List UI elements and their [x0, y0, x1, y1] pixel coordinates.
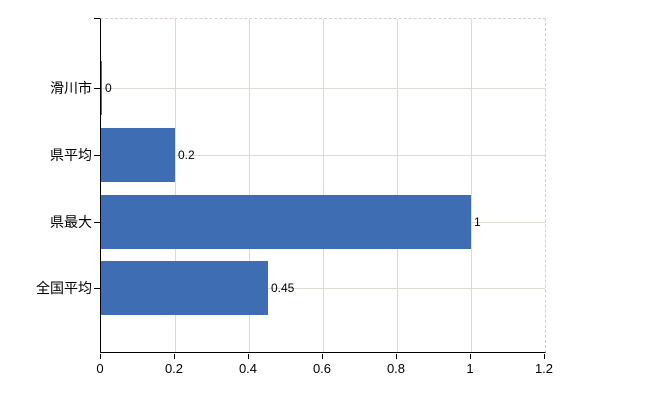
vertical-gridline	[397, 19, 398, 352]
x-axis-tick	[100, 354, 101, 359]
bar	[101, 61, 102, 115]
x-axis-tick-label: 0.8	[386, 361, 406, 376]
bar-value-label: 1	[474, 215, 481, 229]
bar-value-label: 0.2	[178, 148, 195, 162]
x-axis-tick-label: 1.2	[534, 361, 554, 376]
bar-value-label: 0	[105, 81, 112, 95]
horizontal-gridline	[101, 155, 545, 156]
horizontal-gridline	[101, 288, 545, 289]
x-axis-tick-label: 0	[96, 361, 104, 376]
horizontal-gridline	[101, 88, 545, 89]
vertical-gridline	[175, 19, 176, 352]
y-axis-tick	[94, 88, 100, 89]
vertical-gridline	[323, 19, 324, 352]
y-axis-tick	[94, 288, 100, 289]
vertical-gridline	[471, 19, 472, 352]
x-axis-tick	[248, 354, 249, 359]
category-label: 県平均	[50, 147, 92, 163]
bar-value-label: 0.45	[271, 281, 295, 295]
x-axis-tick-label: 0.6	[312, 361, 332, 376]
x-axis-tick	[470, 354, 471, 359]
bar	[101, 261, 268, 315]
x-axis-tick-label: 0.4	[238, 361, 258, 376]
x-axis-tick	[322, 354, 323, 359]
plot-area	[100, 18, 546, 353]
x-axis-tick-label: 0.2	[164, 361, 184, 376]
y-axis-top-tick	[94, 18, 100, 19]
x-axis-tick-label: 1	[466, 361, 474, 376]
x-axis-tick	[396, 354, 397, 359]
bar	[101, 128, 175, 182]
category-label: 全国平均	[36, 280, 92, 296]
y-axis-tick	[94, 222, 100, 223]
x-axis-tick	[174, 354, 175, 359]
category-label: 滑川市	[50, 80, 92, 96]
category-label: 県最大	[50, 214, 92, 230]
bar	[101, 195, 471, 249]
x-axis-tick	[544, 354, 545, 359]
y-axis-tick	[94, 155, 100, 156]
vertical-gridline	[249, 19, 250, 352]
